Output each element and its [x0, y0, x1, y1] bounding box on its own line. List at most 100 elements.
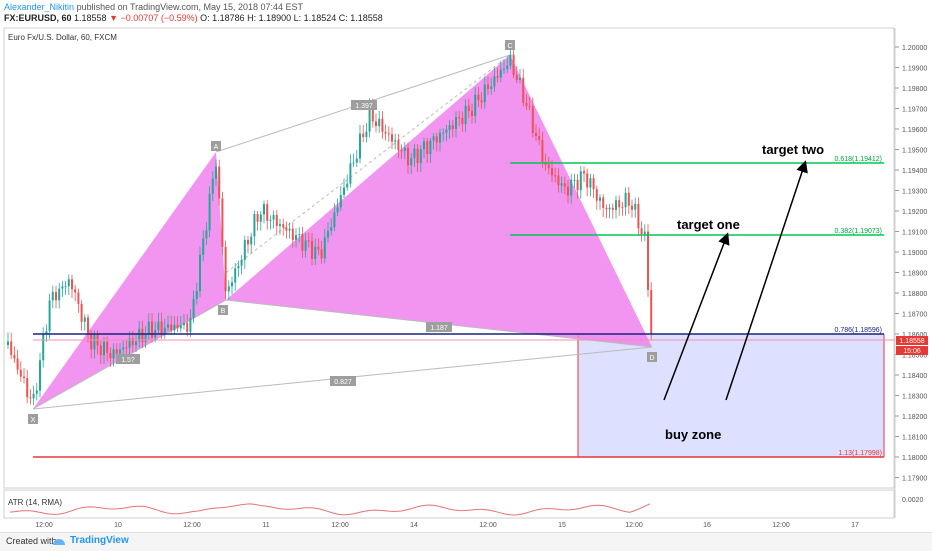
target-two-text[interactable]: target two [762, 142, 824, 157]
candle-body [186, 322, 189, 332]
point-d-marker[interactable] [647, 352, 657, 362]
publisher-line: Alexander_Nikitin published on TradingVi… [4, 2, 303, 12]
candle-body [74, 289, 77, 293]
candle-body [490, 86, 493, 89]
candle-body [330, 227, 333, 231]
target-one-text[interactable]: target one [677, 217, 740, 232]
point-a-marker[interactable] [211, 141, 221, 151]
fib382-label: 0.382(1.19073) [835, 228, 882, 235]
candle-body [119, 349, 121, 354]
point-d-label: D [649, 355, 654, 362]
candle-body [135, 341, 137, 346]
published-info: published on TradingView.com, May 15, 20… [76, 2, 304, 12]
candle-body [570, 179, 573, 196]
candle-body [455, 117, 457, 130]
candle-body [247, 240, 249, 245]
candle-body [423, 141, 425, 150]
candle-body [602, 197, 605, 208]
point-x-marker[interactable] [28, 414, 38, 424]
last-price: 1.18558 [74, 13, 107, 23]
candle-body [579, 171, 582, 191]
tradingview-logo-icon [53, 539, 65, 545]
price-tick-label: 1.18900 [902, 271, 927, 278]
candle-body [42, 334, 45, 361]
candle-body [215, 166, 217, 179]
candle-body [429, 140, 432, 154]
candle-body [419, 149, 422, 163]
point-b-marker[interactable] [218, 305, 228, 315]
candle-body [192, 298, 195, 318]
xb-ratio-label: 1.397 [355, 103, 373, 110]
countdown-value: 15:06 [903, 348, 921, 355]
time-tick-label: 15 [558, 522, 566, 529]
candle-body [483, 84, 486, 103]
price-tick-label: 1.19700 [902, 107, 927, 114]
price-tick-label: 1.19200 [902, 209, 927, 216]
candle-body [631, 205, 633, 210]
pattern-xab-fill[interactable] [33, 152, 226, 409]
candle-body [557, 175, 560, 186]
candle-body [464, 105, 467, 125]
ac-ratio-box [116, 354, 140, 364]
pattern-bcd-fill[interactable] [226, 55, 652, 347]
candle-body [615, 200, 617, 210]
point-a-label: A [214, 144, 219, 151]
candle-body [647, 231, 649, 290]
candle-body [400, 150, 403, 152]
current-price-value: 1.18558 [899, 338, 924, 345]
candle-body [467, 105, 470, 111]
ac-ratio-label: 1.5? [121, 357, 135, 364]
candle-body [87, 317, 89, 334]
candle-body [499, 69, 502, 78]
candle-body [93, 334, 96, 350]
arrow-to-target-two[interactable] [725, 160, 808, 401]
candle-body [173, 325, 176, 331]
candle-body [147, 321, 150, 335]
time-tick-label: 12:00 [772, 522, 790, 529]
candle-body [650, 289, 653, 334]
candle-body [67, 279, 70, 287]
main-pane-frame [3, 27, 895, 489]
candle-body [627, 192, 630, 206]
arrow-to-target-one[interactable] [663, 232, 730, 401]
price-tick-label: 1.19000 [902, 250, 927, 257]
author-link[interactable]: Alexander_Nikitin [4, 2, 75, 12]
candle-body [637, 203, 640, 229]
candle-body [115, 349, 118, 354]
candle-body [320, 249, 323, 259]
candle-body [563, 183, 566, 187]
candle-body [547, 164, 550, 169]
candle-body [23, 376, 25, 378]
candle-body [608, 207, 611, 210]
point-c-marker[interactable] [505, 40, 515, 50]
candle-body [298, 234, 301, 236]
candle-body [439, 132, 441, 143]
candle-body [586, 173, 589, 188]
buy-zone-box[interactable] [578, 334, 884, 457]
buy-zone-text[interactable]: buy zone [665, 427, 721, 442]
candle-body [317, 246, 320, 250]
candle-body [288, 228, 291, 231]
candle-body [371, 106, 374, 122]
price-tick-label: 1.18500 [902, 353, 927, 360]
candle-body [432, 136, 435, 141]
candle-body [643, 231, 646, 235]
candle-body [176, 325, 179, 329]
candle-body [64, 286, 67, 288]
candle-body [237, 265, 240, 269]
xb-ratio-box [351, 100, 377, 110]
fib786-label: 0.786(1.18596) [835, 327, 882, 334]
price-tick-label: 1.18800 [902, 291, 927, 298]
candle-body [336, 207, 339, 213]
time-tick-label: 16 [703, 522, 711, 529]
price-tick-label: 1.19100 [902, 230, 927, 237]
ohlc-values: O: 1.18786 H: 1.18900 L: 1.18524 C: 1.18… [200, 13, 383, 23]
candle-body [512, 54, 515, 75]
candle-body [170, 324, 173, 331]
time-tick-label: 11 [262, 522, 269, 529]
tradingview-brand-link[interactable]: TradingView [70, 535, 129, 546]
candle-body [474, 94, 477, 117]
current-price-tag [896, 336, 928, 345]
time-tick-label: 12:00 [331, 522, 349, 529]
